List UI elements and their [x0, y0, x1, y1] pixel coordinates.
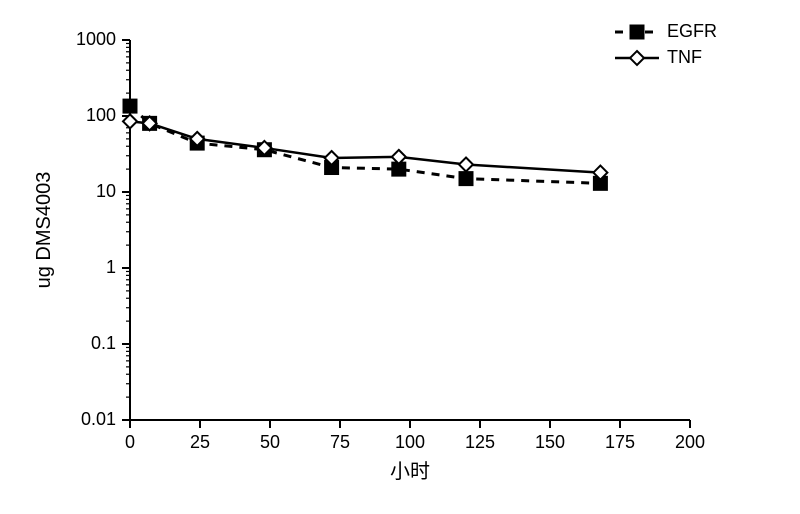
y-tick-label: 1000: [76, 29, 116, 49]
legend-label: TNF: [667, 47, 702, 67]
x-tick-label: 50: [260, 432, 280, 452]
y-tick-label: 0.1: [91, 333, 116, 353]
legend-label: EGFR: [667, 21, 717, 41]
x-tick-label: 0: [125, 432, 135, 452]
x-tick-label: 25: [190, 432, 210, 452]
x-tick-label: 150: [535, 432, 565, 452]
line-chart: 0.01 0.1 1 10 100 1000 0 25 50 75 100 125 150 175 200 小…: [0, 0, 800, 514]
y-tick-label: 0.01: [81, 409, 116, 429]
x-axis-label: 小时: [390, 460, 430, 483]
y-tick-label: 10: [96, 181, 116, 201]
x-tick-label: 200: [675, 432, 705, 452]
y-tick-label: 1: [106, 257, 116, 277]
chart-container: 0.01 0.1 1 10 100 1000 0 25 50 75 100 125 150 175 200 小…: [0, 0, 800, 514]
y-axis-label: ug DMS4003: [33, 172, 55, 289]
x-tick-label: 125: [465, 432, 495, 452]
x-tick-label: 75: [330, 432, 350, 452]
x-tick-label: 100: [395, 432, 425, 452]
y-tick-label: 100: [86, 105, 116, 125]
x-tick-label: 175: [605, 432, 635, 452]
